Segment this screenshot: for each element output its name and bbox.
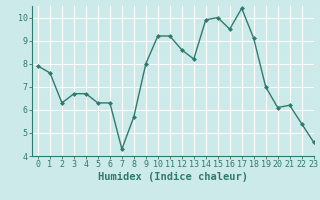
X-axis label: Humidex (Indice chaleur): Humidex (Indice chaleur) [98,172,248,182]
